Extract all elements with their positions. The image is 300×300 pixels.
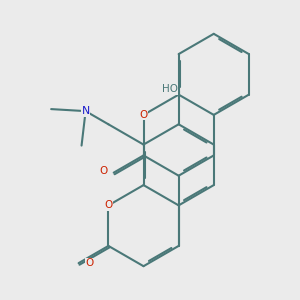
Text: N: N <box>82 106 90 116</box>
Text: O: O <box>86 258 94 268</box>
Text: O: O <box>104 200 112 210</box>
Text: O: O <box>99 166 108 176</box>
Text: O: O <box>140 110 148 120</box>
Text: HO: HO <box>162 84 178 94</box>
